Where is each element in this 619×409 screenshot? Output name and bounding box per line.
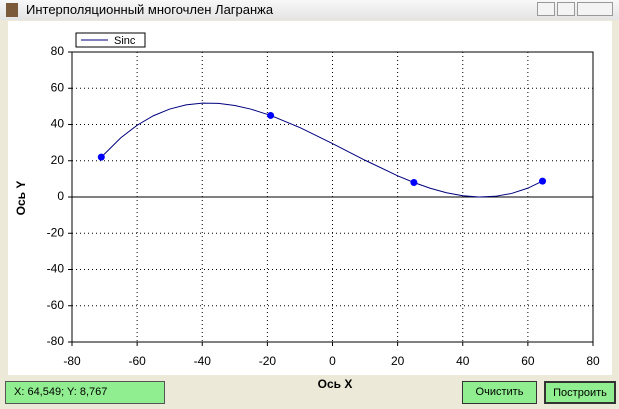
- data-point: [267, 111, 275, 119]
- y-tick-label: 80: [51, 44, 65, 58]
- legend-box: [75, 32, 146, 48]
- minimize-button[interactable]: [537, 2, 555, 16]
- y-tick-label: -60: [47, 298, 65, 312]
- window-title: Интерполяционный многочлен Лагранжа: [26, 2, 274, 17]
- y-tick-label: 60: [51, 80, 65, 94]
- x-tick-label: 20: [391, 354, 405, 368]
- legend-label: Sinc: [114, 35, 136, 47]
- data-point: [97, 153, 105, 161]
- data-point: [539, 177, 547, 185]
- x-tick-label: -60: [128, 354, 146, 368]
- y-tick-label: -40: [47, 262, 65, 276]
- maximize-button[interactable]: [557, 2, 575, 16]
- title-bar: Интерполяционный многочлен Лагранжа: [0, 0, 619, 20]
- y-tick-label: 0: [57, 189, 64, 203]
- x-tick-label: 80: [586, 354, 600, 368]
- clear-button[interactable]: Очистить: [462, 381, 537, 404]
- status-box: X: 64,549; Y: 8,767: [5, 381, 165, 404]
- y-tick-label: 40: [51, 117, 65, 131]
- close-button[interactable]: [577, 2, 613, 16]
- x-axis-label: Ось X: [318, 377, 353, 391]
- y-axis-label: Ось Y: [14, 181, 28, 216]
- x-tick-label: 0: [329, 354, 336, 368]
- plot-button[interactable]: Построить: [544, 381, 616, 404]
- y-tick-label: -80: [47, 334, 65, 348]
- y-tick-label: -20: [47, 225, 65, 239]
- x-tick-label: 60: [521, 354, 535, 368]
- data-point: [410, 179, 418, 186]
- x-tick-label: -80: [63, 354, 81, 368]
- y-tick-label: 20: [51, 153, 65, 167]
- app-icon: [6, 3, 18, 17]
- x-tick-label: -20: [259, 354, 277, 368]
- x-tick-label: -40: [194, 354, 212, 368]
- data-line: [100, 102, 543, 198]
- x-tick-label: 40: [456, 354, 470, 368]
